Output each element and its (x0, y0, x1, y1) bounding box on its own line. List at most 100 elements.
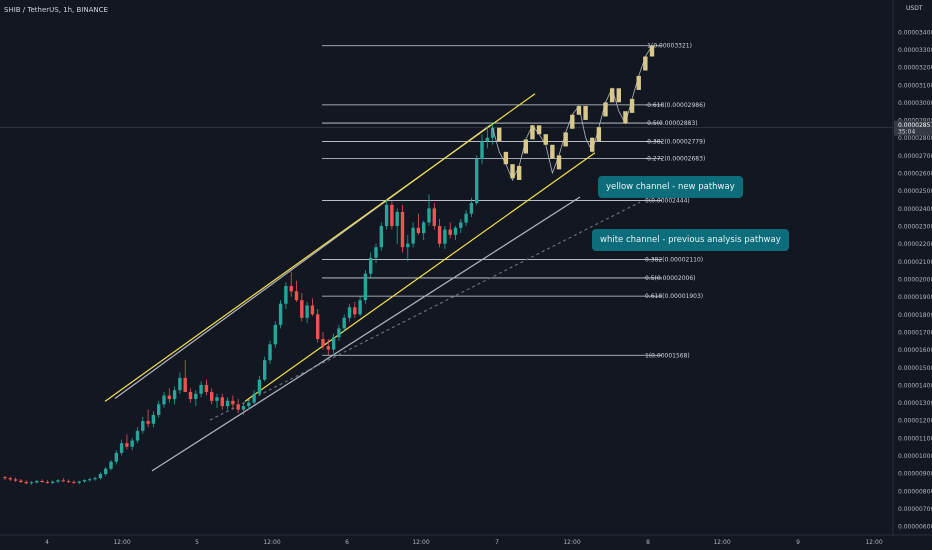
candle-body (353, 307, 357, 315)
candle-body (114, 452, 118, 462)
candle-body (51, 481, 55, 483)
candle-body (369, 257, 373, 274)
time-tick-label: 5 (195, 539, 199, 546)
candle-body (437, 226, 442, 244)
fib-level-label: -0.272(0.00002683) (645, 155, 705, 162)
projection-candle (603, 102, 608, 117)
price-tick-label: 0.00002700 (898, 153, 932, 160)
projection-candle (530, 125, 535, 140)
price-tick-label: 0.00000900 (898, 471, 932, 478)
candle-body (289, 286, 293, 292)
candle-body (316, 314, 320, 340)
time-tick-label: 12:00 (412, 539, 429, 546)
candle-body (342, 317, 346, 329)
candle-body (300, 300, 304, 318)
candle-body (273, 324, 277, 345)
candle-body (98, 474, 103, 479)
yellow-channel-callout: yellow channel - new pathway (598, 176, 743, 198)
projection-candle (609, 88, 615, 103)
candle-body (379, 226, 383, 248)
candle-body (278, 303, 283, 325)
candle-body (162, 395, 166, 405)
price-tick-label: 0.00003400 (898, 29, 932, 36)
candle-body (220, 397, 224, 407)
candle-body (231, 400, 235, 405)
candle-body (135, 430, 140, 441)
price-tick-label: 0.00000700 (898, 506, 932, 513)
candle-body (443, 229, 447, 244)
price-tick-label: 0.00001300 (898, 400, 932, 407)
candle-body (56, 480, 60, 482)
time-tick-label: 7 (495, 539, 499, 546)
price-tick-label: 0.00001900 (898, 294, 932, 301)
candle-body (347, 307, 352, 318)
candle-body (178, 377, 182, 391)
candle-body (310, 305, 315, 315)
candle-body (215, 397, 219, 401)
time-tick-label: 6 (345, 539, 349, 546)
candle-body (400, 211, 405, 248)
price-tick-label: 0.00003200 (898, 65, 932, 72)
candle-body (19, 480, 23, 483)
price-axis-panel (893, 0, 932, 550)
fib-level-label: 0.5(0.00002006) (645, 275, 696, 282)
projection-candle (503, 151, 509, 165)
fib-level-label: -1(0.00003321) (645, 43, 692, 50)
candle-body (188, 391, 193, 400)
projection-candle (563, 132, 568, 147)
projection-candle (570, 114, 575, 129)
candle-body (199, 384, 203, 394)
candle-body (146, 421, 150, 424)
price-tick-label: 0.00002500 (898, 188, 932, 195)
price-tick-label: 0.00001600 (898, 347, 932, 354)
candle-body (422, 222, 426, 234)
candle-body (411, 227, 415, 244)
candle-body (204, 384, 209, 392)
candle-body (151, 414, 156, 424)
candle-body (374, 247, 378, 258)
candle-body (384, 204, 389, 227)
candle-body (294, 291, 299, 301)
price-tick-label: 0.00003100 (898, 82, 932, 89)
projection-candle (556, 155, 562, 170)
price-tick-label: 0.00002000 (898, 276, 932, 283)
price-tick-label: 0.00003300 (898, 47, 932, 54)
time-tick-label: 12:00 (713, 539, 730, 546)
candle-body (475, 158, 479, 204)
price-tick-label: 0.00001100 (898, 435, 932, 442)
price-currency-label: USDT (906, 5, 923, 12)
candle-body (125, 443, 129, 447)
candle-body (416, 227, 421, 234)
candle-body (263, 360, 267, 380)
candle-body (490, 127, 495, 138)
fib-level-label: -0.382(0.00002779) (645, 138, 705, 145)
candle-body (130, 440, 134, 447)
projection-candle (623, 111, 628, 124)
candle-body (24, 482, 28, 484)
candle-body (13, 479, 18, 481)
fib-level-label: 1(0.00001568) (645, 352, 690, 359)
candle-body (93, 478, 97, 480)
price-tick-label: 0.00001500 (898, 365, 932, 372)
candle-body (82, 480, 87, 482)
price-tick-label: 0.00002100 (898, 259, 932, 266)
price-tick-label: 0.00001700 (898, 329, 932, 336)
candle-body (61, 480, 65, 482)
price-tick-label: 0.00003000 (898, 100, 932, 107)
current-price-label: 0.00002857 (898, 122, 932, 129)
candle-body (109, 461, 113, 469)
price-tick-label: 0.00002600 (898, 171, 932, 178)
candle-body (104, 468, 108, 475)
time-tick-label: 9 (796, 539, 800, 546)
white-channel-lower-line (151, 196, 581, 472)
candle-body (247, 402, 251, 407)
candle-body (427, 208, 431, 223)
countdown-label: 35:04 (898, 129, 915, 136)
candle-body (119, 443, 124, 453)
white-channel-callout: white channel - previous analysis pathwa… (592, 229, 789, 251)
candle-body (40, 480, 44, 483)
price-tick-label: 0.00002800 (898, 135, 932, 142)
candle-body (210, 391, 214, 401)
